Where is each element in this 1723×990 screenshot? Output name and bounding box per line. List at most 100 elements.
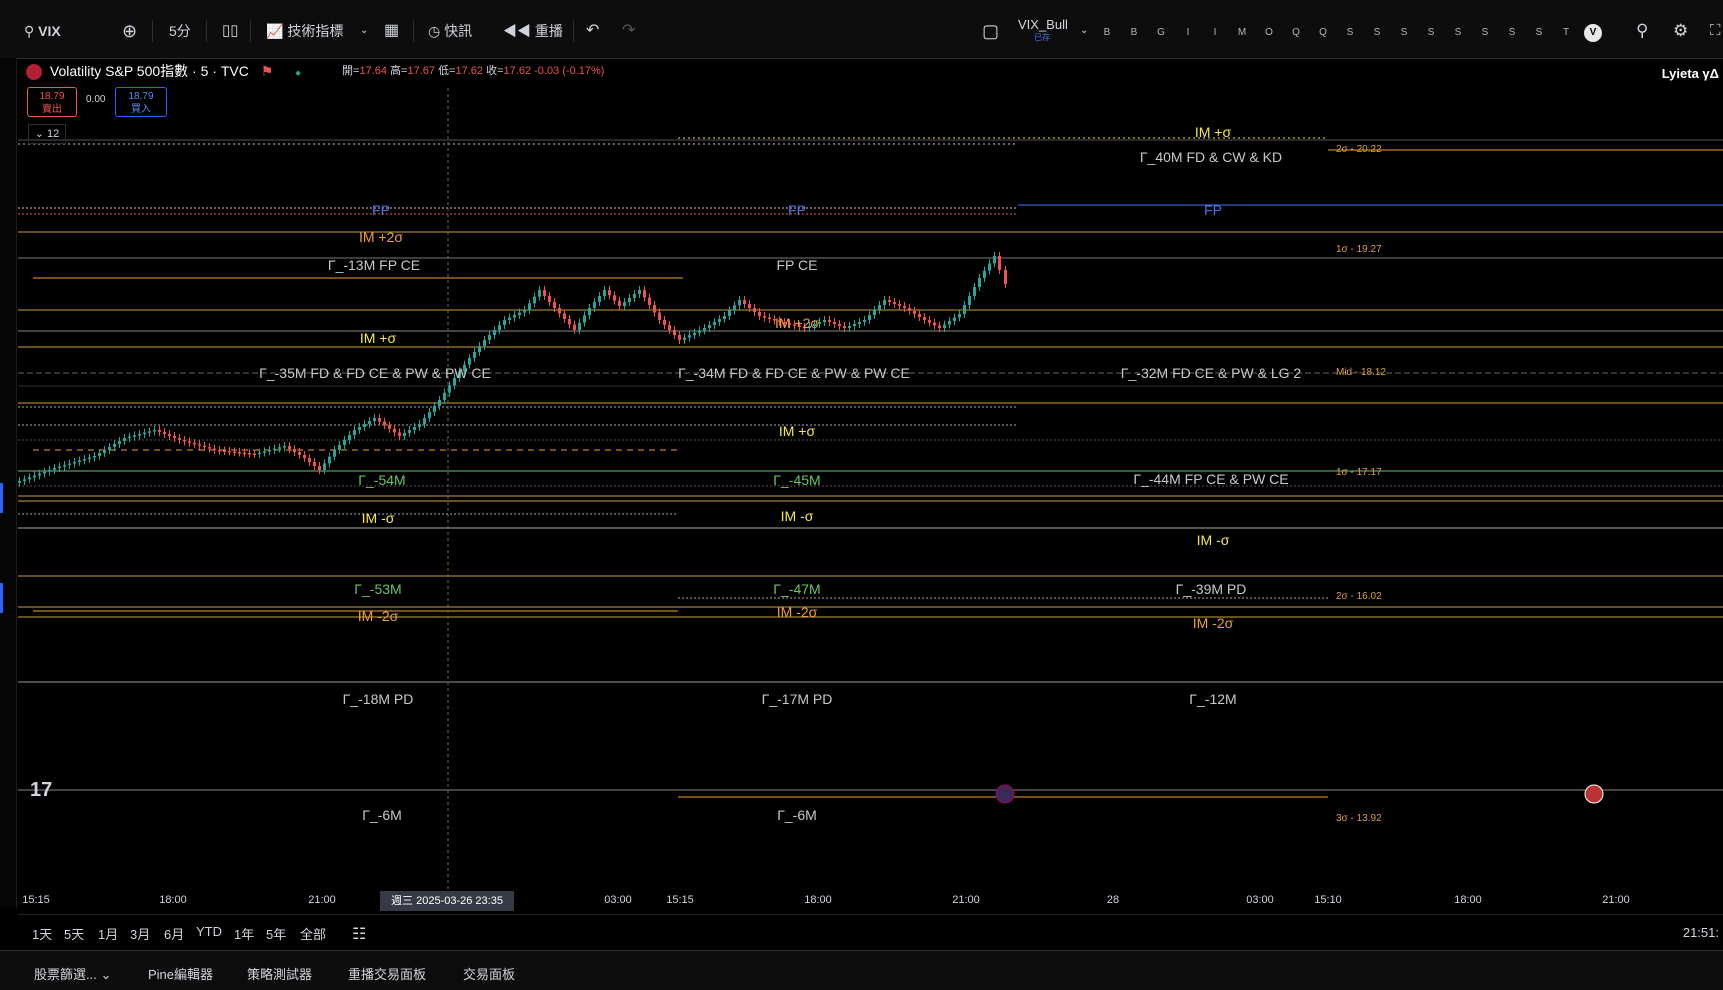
indicators-button[interactable]: 📈 技術指標 [266, 18, 343, 44]
buy-button[interactable]: 18.79 買入 [115, 87, 167, 117]
checkbox-icon[interactable]: ▢ [982, 21, 1000, 41]
chart-pane[interactable]: FP IM +2σ Γ_-13M FP CE IM +σ Γ_-35M FD &… [18, 58, 1723, 908]
zoom-search-icon[interactable]: ⚲ [1636, 21, 1649, 40]
red-flag-icon[interactable]: ⚑ [260, 63, 274, 79]
candle-body [143, 432, 146, 435]
candle-body [203, 445, 206, 448]
candle-body [678, 335, 681, 340]
candle-body [803, 326, 806, 329]
candle-body [258, 452, 261, 455]
buy-label: 買入 [131, 104, 151, 115]
bottom-tab[interactable]: 策略測試器 [247, 967, 313, 982]
candle-body [763, 316, 766, 318]
range-button[interactable]: 1年 [234, 927, 255, 942]
indicator-toggle-s[interactable]: S [1346, 27, 1354, 38]
indicator-toggle-s[interactable]: S [1427, 27, 1435, 38]
indicator-toggle-b[interactable]: B [1103, 27, 1111, 38]
indicator-toggle-s[interactable]: S [1400, 27, 1408, 38]
redo-icon[interactable]: ↷ [622, 22, 636, 39]
indicator-toggle-i[interactable]: I [1213, 27, 1217, 38]
candle-body [848, 326, 851, 328]
indicator-toggle-s[interactable]: S [1373, 27, 1381, 38]
bottom-tab[interactable]: 交易面板 [463, 967, 516, 982]
indicator-toggle-q[interactable]: Q [1319, 27, 1327, 38]
indicator-count: 12 [47, 128, 60, 140]
level-label-gamma-34: Γ_-34M FD & FD CE & PW & PW CE [678, 365, 910, 381]
active-tool-indicator [0, 483, 3, 513]
us-flag-event-icon[interactable] [1584, 784, 1604, 804]
legend-collapse-button[interactable]: ⌄ 12 [28, 124, 66, 144]
range-button[interactable]: 1月 [98, 927, 119, 942]
time-axis[interactable]: 15:15 18:00 21:00 03:00 15:15 18:00 21:00 28 03:… [18, 890, 1723, 912]
layout-name[interactable]: VIX_Bull [1018, 17, 1068, 32]
level-label-im-minus2: IM -2σ [1193, 615, 1234, 631]
candle-body [418, 424, 421, 427]
event-marker-icon[interactable] [995, 784, 1015, 804]
candle-body [453, 378, 456, 386]
range-button[interactable]: 5天 [64, 927, 85, 942]
candle-body [283, 446, 286, 448]
range-button[interactable]: YTD [196, 924, 222, 939]
interval-button[interactable]: 5分 [169, 23, 191, 39]
level-label-im-plus1: IM +σ [779, 423, 816, 439]
user-name: Lyieta γΔ [1661, 66, 1719, 81]
range-button[interactable]: 全部 [300, 927, 327, 942]
replay-button[interactable]: ◀◀ 重播 [503, 18, 563, 44]
candle-body [433, 406, 436, 412]
candle-body [578, 322, 581, 330]
us-flag-icon [26, 64, 42, 81]
candle-body [23, 479, 26, 482]
bottom-tab[interactable]: 重播交易面板 [348, 967, 427, 982]
indicator-toggle-g[interactable]: G [1157, 27, 1165, 38]
divider [573, 20, 574, 42]
candle-type-icon[interactable]: ▯▯ [222, 22, 239, 39]
sell-button[interactable]: 18.79 賣出 [27, 87, 77, 117]
candle-body [838, 324, 841, 326]
symbol-search[interactable]: ⚲ VIX [24, 18, 61, 44]
go-to-date-icon[interactable]: ☷ [352, 926, 367, 943]
indicator-toggle-q[interactable]: Q [1292, 27, 1300, 38]
chevron-down-icon[interactable]: ⌄ [1080, 25, 1089, 36]
candle-body [653, 305, 656, 313]
indicator-toggle-s[interactable]: S [1508, 27, 1516, 38]
fullscreen-icon[interactable]: ⛶ [1710, 22, 1721, 39]
compare-icon[interactable]: ⊕ [122, 21, 138, 41]
indicator-toggle-s[interactable]: S [1535, 27, 1543, 38]
candle-body [213, 448, 216, 451]
candle-body [273, 448, 276, 451]
candle-body [853, 324, 856, 326]
candle-body [288, 446, 291, 449]
alert-button[interactable]: ◷ 快訊 [428, 18, 472, 44]
level-label-im-plus1: IM +σ [360, 330, 397, 346]
bottom-tab[interactable]: Pine編輯器 [148, 967, 214, 982]
drawing-toolbar-edge[interactable] [0, 58, 17, 908]
symbol-legend[interactable]: Volatility S&P 500指數 · 5 · TVC ⚑ ● [26, 60, 301, 82]
level-label-gamma-13: Γ_-13M FP CE [328, 257, 420, 273]
candle-body [333, 450, 336, 457]
indicator-toggle-m[interactable]: M [1237, 27, 1247, 38]
templates-icon[interactable]: ▦ [384, 22, 400, 39]
candle-body [948, 321, 951, 325]
gear-icon[interactable]: ⚙ [1673, 21, 1689, 40]
range-button[interactable]: 1天 [32, 927, 53, 942]
indicator-toggle-o[interactable]: O [1265, 27, 1273, 38]
indicator-toggle-b[interactable]: B [1130, 27, 1138, 38]
indicator-toggle-s[interactable]: S [1481, 27, 1489, 38]
indicator-toggle-s[interactable]: S [1454, 27, 1462, 38]
candle-body [528, 303, 531, 310]
range-button[interactable]: 6月 [164, 927, 185, 942]
bottom-tab[interactable]: 股票篩選... ⌄ [34, 967, 112, 982]
indicator-toggle-i[interactable]: I [1186, 27, 1190, 38]
level-label-fp: FP [788, 202, 806, 218]
undo-icon[interactable]: ↶ [586, 22, 600, 39]
indicator-toggle-t[interactable]: T [1562, 27, 1570, 38]
sigma-label-2up: 2σ - 20.22 [1336, 144, 1382, 155]
range-button[interactable]: 5年 [266, 927, 287, 942]
chart-canvas[interactable]: FP IM +2σ Γ_-13M FP CE IM +σ Γ_-35M FD &… [18, 58, 1723, 908]
indicator-toggle-v[interactable]: V [1584, 24, 1602, 42]
candle-body [173, 436, 176, 438]
sell-price: 18.79 [39, 91, 65, 102]
candle-body [353, 430, 356, 435]
chevron-down-icon[interactable]: ⌄ [360, 25, 369, 36]
range-button[interactable]: 3月 [130, 927, 151, 942]
